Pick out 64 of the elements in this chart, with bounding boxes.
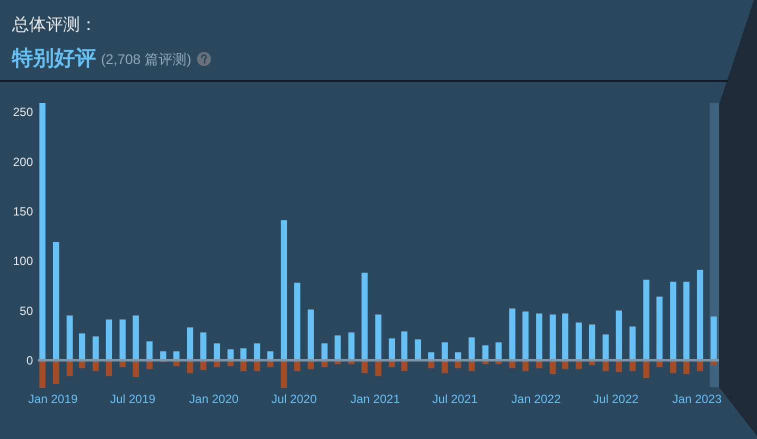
bar (200, 332, 206, 360)
bar (509, 308, 516, 360)
bar (414, 339, 422, 360)
bar (442, 342, 448, 360)
bar (401, 331, 408, 360)
bar (576, 322, 582, 360)
bar (696, 270, 704, 360)
bar (348, 332, 354, 360)
bar (616, 310, 622, 360)
x-tick-label: Jan 2020 (189, 392, 239, 406)
x-tick-label: Jul 2019 (110, 392, 156, 406)
bar (52, 242, 60, 360)
bar (630, 326, 636, 360)
bar (588, 324, 596, 360)
bar (550, 314, 556, 360)
bar (280, 360, 288, 388)
bar (66, 360, 73, 376)
bar (602, 334, 609, 360)
bar (280, 220, 288, 360)
y-tick-label: 0 (26, 353, 34, 368)
bar (308, 310, 314, 360)
x-tick-label: Jul 2021 (432, 392, 478, 406)
x-tick-label: Jan 2019 (28, 392, 78, 406)
bar (132, 316, 139, 360)
chart-subtitle: 特别好评 (12, 46, 96, 72)
bar (334, 335, 341, 360)
x-tick-label: Jul 2020 (271, 392, 318, 406)
x-tick-label: Jul 2022 (593, 392, 639, 406)
y-tick-label: 100 (12, 254, 34, 268)
bar (683, 282, 690, 360)
bar (388, 338, 396, 360)
bar (120, 319, 126, 360)
chart-title: 总体评测： (12, 14, 97, 36)
bar (375, 314, 382, 360)
bar (496, 342, 502, 360)
y-tick-label: 200 (12, 154, 34, 169)
bar (106, 319, 112, 360)
bar (146, 341, 153, 360)
bar (468, 337, 475, 360)
x-tick-label: Jan 2021 (350, 392, 400, 406)
y-tick-label: 250 (12, 105, 34, 120)
bar (78, 333, 86, 360)
bar (92, 336, 99, 360)
bar (522, 312, 529, 360)
bar (670, 282, 676, 360)
bar (710, 316, 717, 360)
bar (656, 296, 663, 360)
bar (294, 282, 300, 360)
bar (39, 102, 46, 360)
y-tick-label: 50 (20, 304, 34, 318)
bar (643, 360, 650, 378)
bar (186, 327, 194, 360)
bar (562, 314, 568, 360)
bar (39, 360, 46, 388)
bar (362, 272, 368, 360)
bar (66, 316, 73, 360)
y-tick-label: 150 (12, 204, 34, 218)
x-tick-label: Jan 2022 (511, 392, 562, 406)
bar (52, 360, 60, 384)
bar (643, 280, 650, 360)
bar (375, 360, 382, 376)
text: (2,708 篇评测) (101, 50, 192, 68)
x-tick-label: Jan 2023 (672, 392, 722, 406)
bar (536, 314, 542, 360)
